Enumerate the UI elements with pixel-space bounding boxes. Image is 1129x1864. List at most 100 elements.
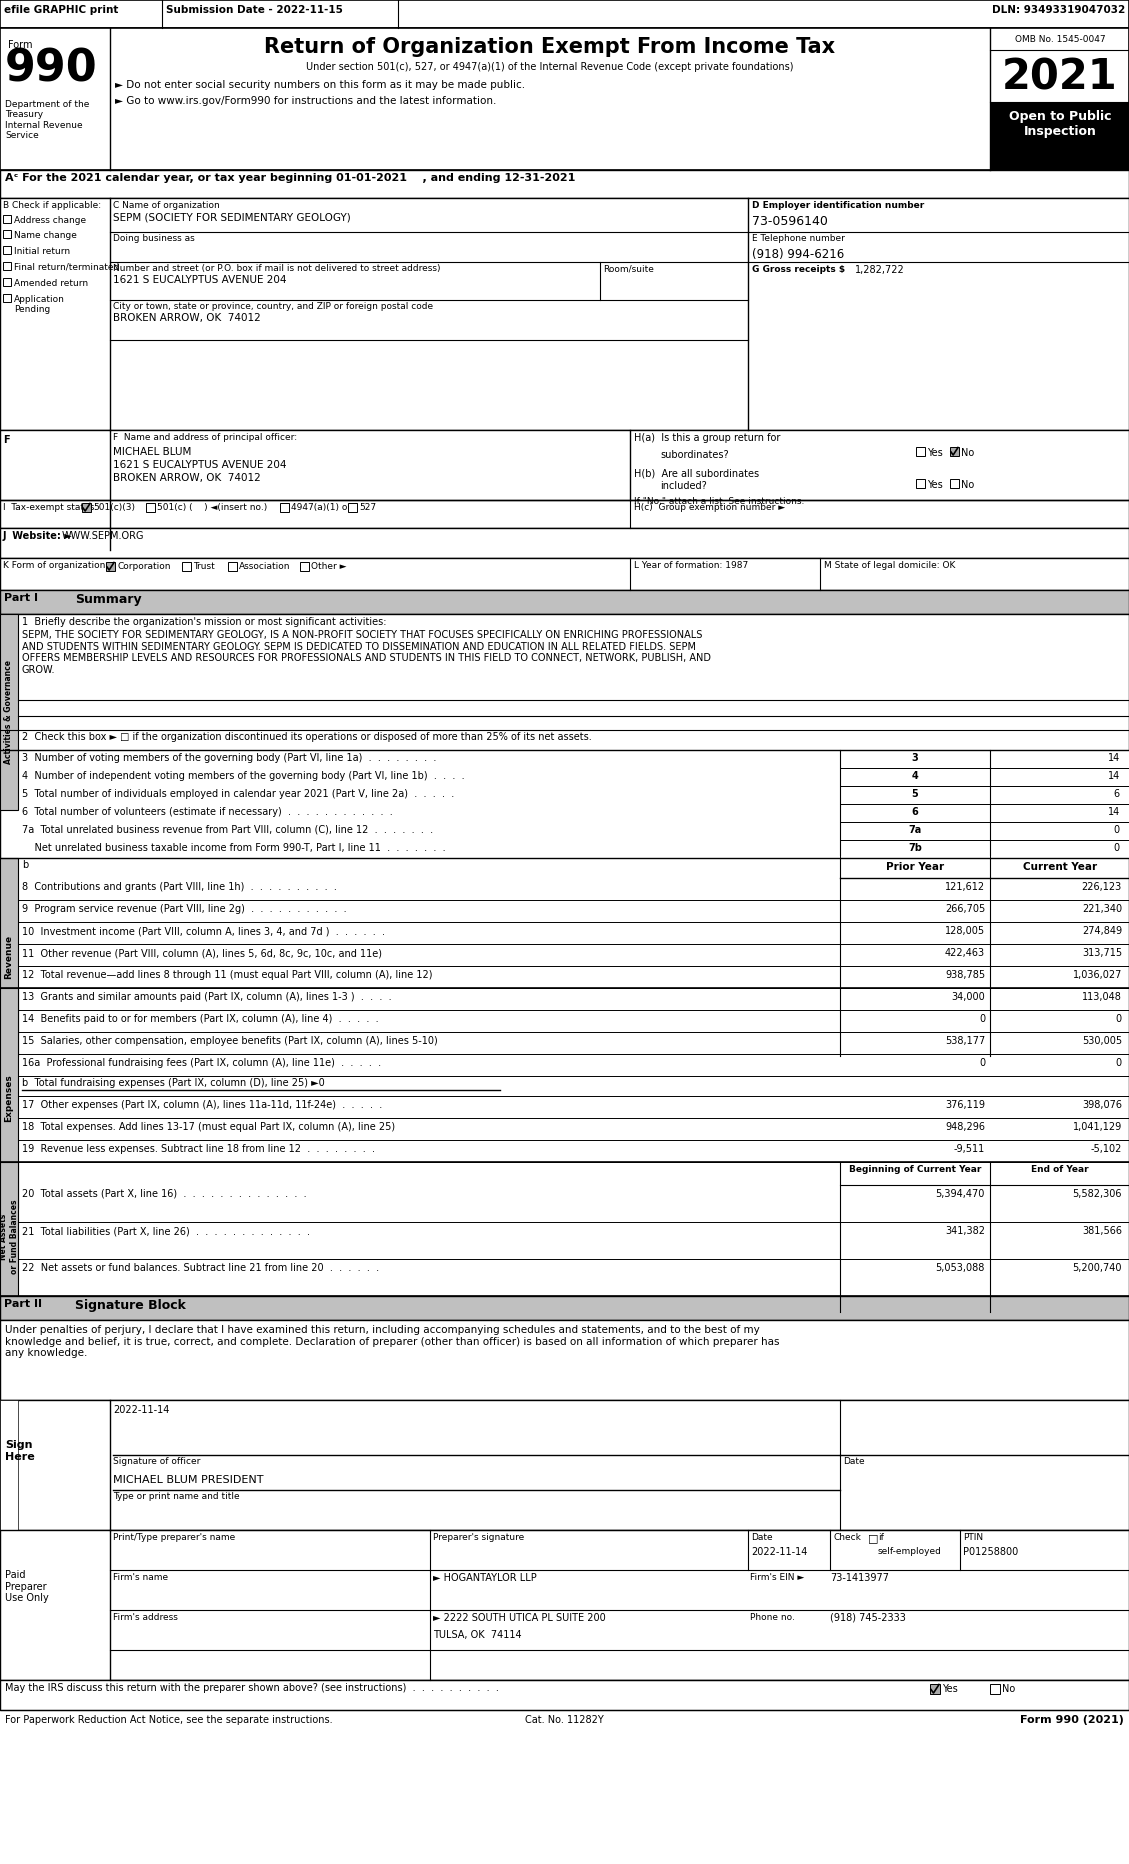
Text: Corporation: Corporation [117,563,170,570]
Text: 14: 14 [1108,807,1120,816]
Text: Preparer's signature: Preparer's signature [434,1532,524,1542]
Text: Prior Year: Prior Year [886,861,944,872]
Text: 0: 0 [979,1059,984,1068]
Text: 2022-11-14: 2022-11-14 [113,1405,169,1415]
Text: Name change: Name change [14,231,77,240]
Text: Association: Association [239,563,290,570]
Bar [106,563,115,570]
Text: 2022-11-14: 2022-11-14 [751,1547,807,1556]
Bar [3,214,11,224]
Text: 538,177: 538,177 [945,1036,984,1046]
Bar [930,1683,940,1694]
Text: Number and street (or P.O. box if mail is not delivered to street address): Number and street (or P.O. box if mail i… [113,265,440,272]
Text: included?: included? [660,481,707,490]
Bar [3,229,11,239]
Text: 18  Total expenses. Add lines 13-17 (must equal Part IX, column (A), line 25): 18 Total expenses. Add lines 13-17 (must… [21,1122,395,1131]
Text: 6  Total number of volunteers (estimate if necessary)  .  .  .  .  .  .  .  .  .: 6 Total number of volunteers (estimate i… [21,807,393,816]
Text: 6: 6 [1114,788,1120,800]
Text: Firm's address: Firm's address [113,1612,178,1622]
Text: DLN: 93493319047032: DLN: 93493319047032 [991,6,1124,15]
Text: 113,048: 113,048 [1082,992,1122,1003]
Text: 121,612: 121,612 [945,882,984,893]
Text: H(a)  Is this a group return for: H(a) Is this a group return for [634,432,780,444]
Bar [0,170,1129,198]
Bar [0,1679,1129,1709]
Text: 527: 527 [359,503,376,513]
Text: 501(c) (    ) ◄(insert no.): 501(c) ( ) ◄(insert no.) [157,503,268,513]
Text: 1,282,722: 1,282,722 [855,265,904,276]
Text: Form: Form [8,39,33,50]
Text: Net Assets
or Fund Balances: Net Assets or Fund Balances [0,1200,19,1275]
Text: If "No," attach a list. See instructions.: If "No," attach a list. See instructions… [634,498,804,505]
Text: Type or print name and title: Type or print name and title [113,1491,239,1501]
Text: 73-1413977: 73-1413977 [830,1573,889,1583]
Text: 5  Total number of individuals employed in calendar year 2021 (Part V, line 2a) : 5 Total number of individuals employed i… [21,788,454,800]
Text: □: □ [868,1532,878,1543]
Text: 0: 0 [1114,826,1120,835]
Bar [990,822,1129,841]
Text: (918) 994-6216: (918) 994-6216 [752,248,844,261]
Text: 938,785: 938,785 [945,969,984,980]
Bar [300,563,309,570]
Text: Part I: Part I [5,593,38,602]
Bar [0,557,1129,591]
Bar [0,431,1129,550]
Text: 0: 0 [1115,1014,1122,1023]
Text: Revenue: Revenue [5,936,14,979]
Text: E Telephone number: E Telephone number [752,235,844,242]
Text: 34,000: 34,000 [952,992,984,1003]
Text: 274,849: 274,849 [1082,926,1122,936]
Text: 5: 5 [911,788,918,800]
Text: Final return/terminated: Final return/terminated [14,263,120,272]
Text: G Gross receipts $: G Gross receipts $ [752,265,846,274]
Text: BROKEN ARROW, OK  74012: BROKEN ARROW, OK 74012 [113,473,261,483]
Text: Return of Organization Exempt From Income Tax: Return of Organization Exempt From Incom… [264,37,835,58]
Text: MICHAEL BLUM: MICHAEL BLUM [113,447,192,457]
Text: Paid
Preparer
Use Only: Paid Preparer Use Only [5,1569,49,1603]
Text: -9,511: -9,511 [954,1144,984,1154]
Text: Firm's EIN ►: Firm's EIN ► [750,1573,804,1583]
Text: efile GRAPHIC print: efile GRAPHIC print [5,6,119,15]
Text: 5,394,470: 5,394,470 [936,1189,984,1199]
Text: 266,705: 266,705 [945,904,984,913]
Text: Current Year: Current Year [1023,861,1097,872]
Text: MICHAEL BLUM PRESIDENT: MICHAEL BLUM PRESIDENT [113,1474,263,1486]
Text: 6: 6 [911,807,918,816]
Text: BROKEN ARROW, OK  74012: BROKEN ARROW, OK 74012 [113,313,261,322]
Text: 12  Total revenue—add lines 8 through 11 (must equal Part VIII, column (A), line: 12 Total revenue—add lines 8 through 11 … [21,969,432,980]
Text: 4: 4 [911,772,918,781]
Text: 1621 S EUCALYPTUS AVENUE 204: 1621 S EUCALYPTUS AVENUE 204 [113,460,287,470]
Bar [916,447,925,457]
Text: Application
Pending: Application Pending [14,295,64,315]
Bar [840,803,990,822]
Text: 14  Benefits paid to or for members (Part IX, column (A), line 4)  .  .  .  .  .: 14 Benefits paid to or for members (Part… [21,1014,378,1023]
Text: 5,053,088: 5,053,088 [936,1264,984,1273]
Text: 2  Check this box ► □ if the organization discontinued its operations or dispose: 2 Check this box ► □ if the organization… [21,733,592,742]
Text: 0: 0 [979,1014,984,1023]
Bar [916,479,925,488]
Bar [840,768,990,787]
Text: M State of legal domicile: OK: M State of legal domicile: OK [824,561,955,570]
Text: 14: 14 [1108,753,1120,762]
Text: Under section 501(c), 527, or 4947(a)(1) of the Internal Revenue Code (except pr: Under section 501(c), 527, or 4947(a)(1)… [306,62,794,73]
Text: Check: Check [833,1532,861,1542]
Text: 0: 0 [1115,1059,1122,1068]
Text: Submission Date - 2022-11-15: Submission Date - 2022-11-15 [166,6,343,15]
Text: TULSA, OK  74114: TULSA, OK 74114 [434,1629,522,1640]
Bar [0,591,1129,613]
Text: J  Website: ►: J Website: ► [3,531,72,541]
Bar [990,749,1129,768]
Text: 313,715: 313,715 [1082,949,1122,958]
Text: 16a  Professional fundraising fees (Part IX, column (A), line 11e)  .  .  .  .  : 16a Professional fundraising fees (Part … [21,1059,382,1068]
Text: Under penalties of perjury, I declare that I have examined this return, includin: Under penalties of perjury, I declare th… [5,1325,779,1359]
Text: Cat. No. 11282Y: Cat. No. 11282Y [525,1715,603,1724]
Text: 398,076: 398,076 [1082,1100,1122,1109]
Text: 5,582,306: 5,582,306 [1073,1189,1122,1199]
Text: SEPM, THE SOCIETY FOR SEDIMENTARY GEOLOGY, IS A NON-PROFIT SOCIETY THAT FOCUSES : SEPM, THE SOCIETY FOR SEDIMENTARY GEOLOG… [21,630,711,675]
Bar [0,613,1129,1391]
Text: 1,036,027: 1,036,027 [1073,969,1122,980]
Text: Doing business as: Doing business as [113,235,194,242]
Bar [0,1530,1129,1679]
Text: B Check if applicable:: B Check if applicable: [3,201,102,211]
Text: Open to Public
Inspection: Open to Public Inspection [1008,110,1111,138]
